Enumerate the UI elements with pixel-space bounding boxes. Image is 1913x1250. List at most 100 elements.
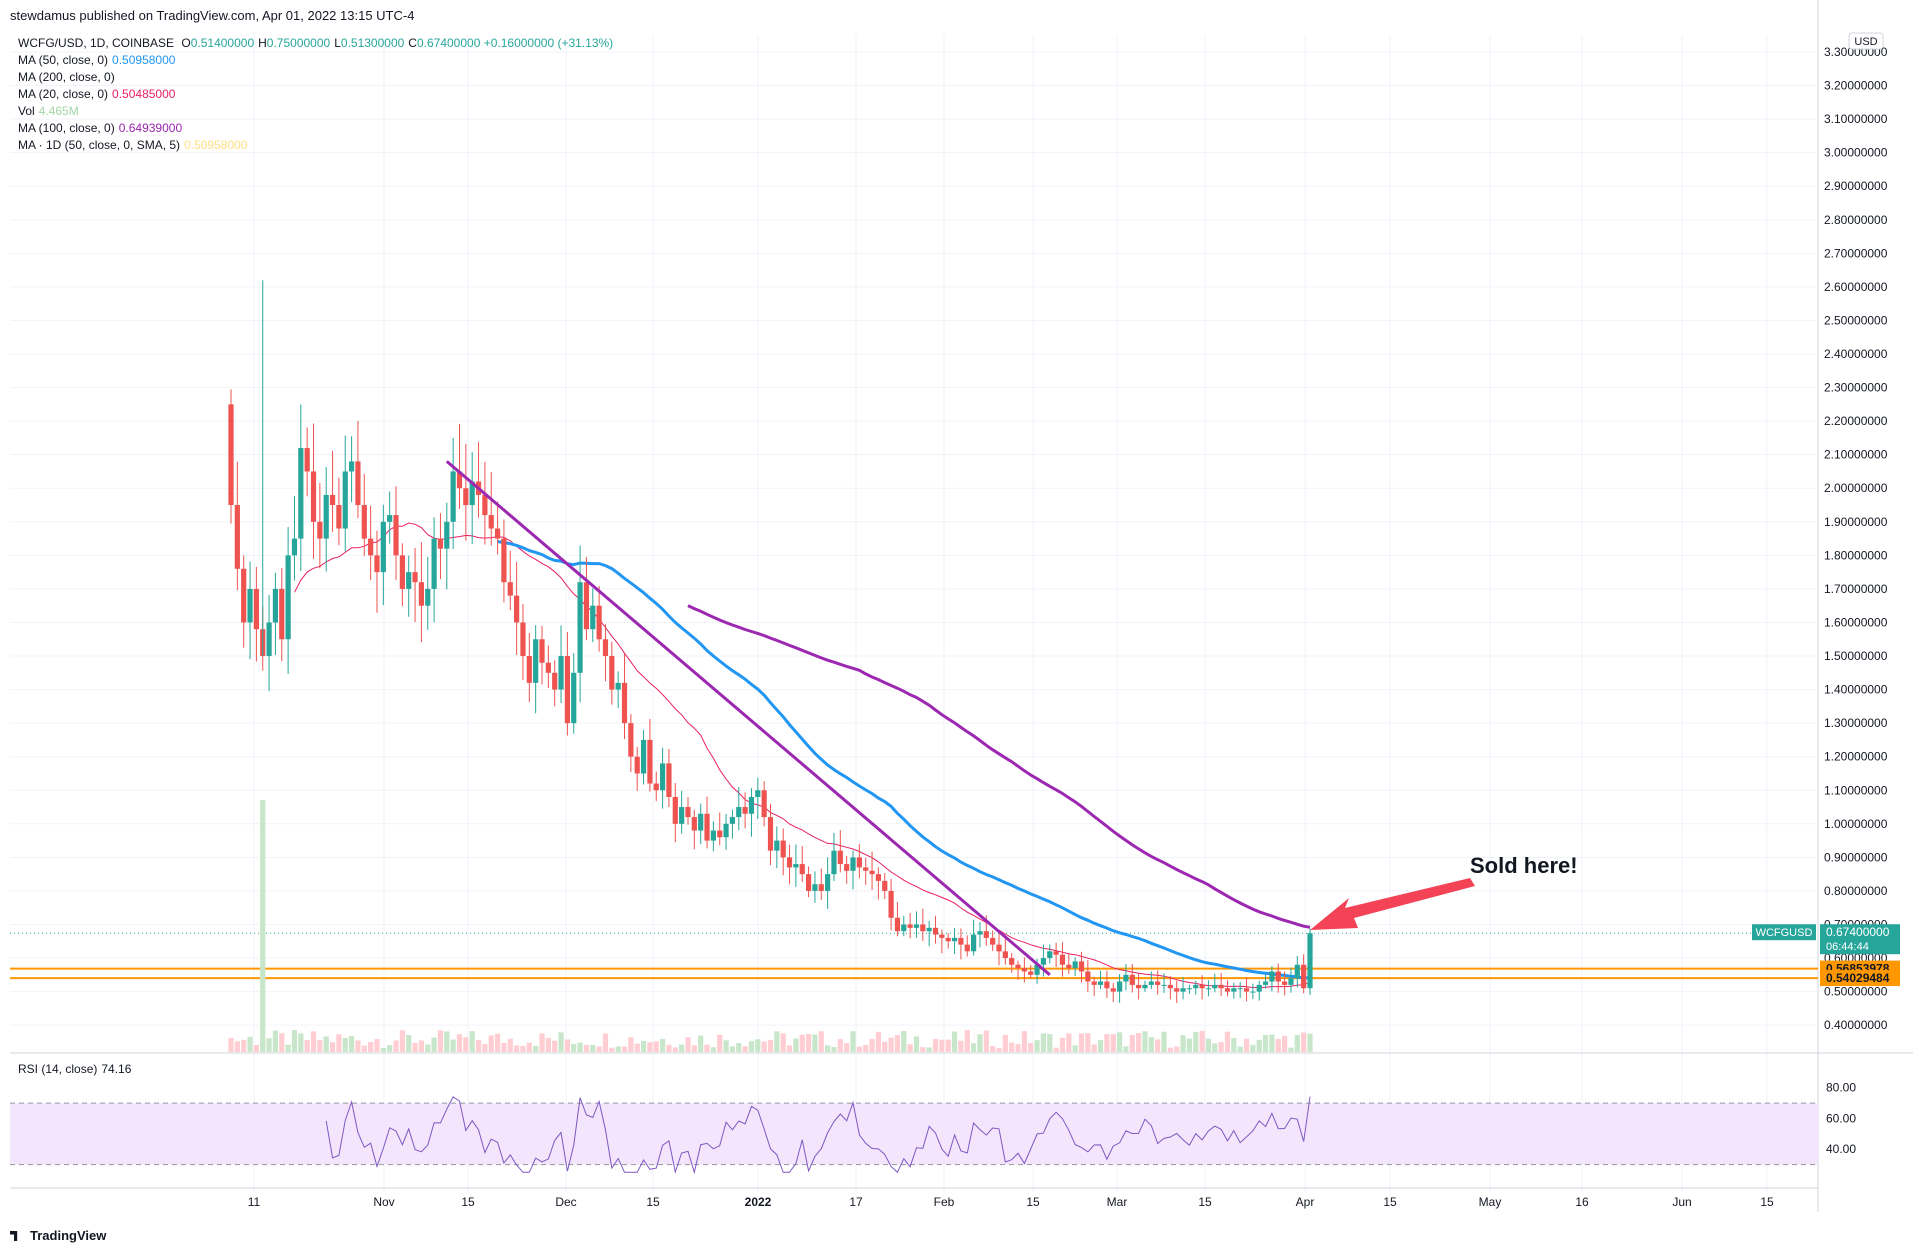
volume-bar: [1231, 1038, 1237, 1052]
volume-bar: [228, 1037, 234, 1052]
price-tick-label: 1.30000000: [1824, 716, 1888, 730]
legend-indicator: MA (200, close, 0): [18, 70, 115, 84]
candle: [767, 817, 774, 851]
candle: [704, 813, 710, 841]
volume-bar: [1301, 1032, 1307, 1052]
candle: [520, 622, 526, 657]
volume-bar: [888, 1037, 894, 1052]
volume-bar: [1091, 1044, 1097, 1052]
candle: [926, 927, 932, 932]
candle: [437, 538, 444, 549]
last-price-value: 0.67400000: [1826, 925, 1890, 939]
support-levels: [10, 932, 1818, 980]
volume-bar: [717, 1034, 723, 1052]
candle: [317, 521, 323, 539]
volume-bar: [996, 1047, 1002, 1052]
volume-bar: [1034, 1040, 1040, 1052]
volume-bar: [1053, 1047, 1059, 1052]
volume-bar: [291, 1030, 298, 1052]
legend-symbol-row: WCFG/USD, 1D, COINBASE O0.51400000 H0.750…: [18, 36, 613, 50]
candle: [514, 595, 520, 623]
candle: [920, 924, 926, 932]
candle: [1231, 988, 1237, 992]
volume-bar: [1047, 1034, 1053, 1052]
candle: [272, 588, 279, 623]
time-tick-label: 15: [1760, 1195, 1774, 1209]
volume-bar: [907, 1044, 913, 1052]
candle: [818, 884, 824, 891]
candle: [602, 639, 609, 657]
volume-bars: [228, 800, 1313, 1052]
volume-bar: [1256, 1039, 1262, 1052]
candle: [964, 944, 970, 952]
candle: [323, 494, 329, 539]
candle: [1066, 964, 1072, 969]
volume-bar: [780, 1033, 786, 1052]
candle: [450, 471, 456, 522]
currency-button[interactable]: [1848, 32, 1884, 50]
volume-bar: [672, 1047, 678, 1052]
candle: [640, 739, 647, 774]
volume-bar: [1072, 1045, 1078, 1052]
volume-bar: [920, 1047, 926, 1052]
candle: [1288, 978, 1294, 985]
candle: [729, 817, 736, 824]
candle: [228, 404, 234, 506]
price-tick-label: 1.50000000: [1824, 649, 1888, 663]
price-tick-label: 2.90000000: [1824, 179, 1888, 193]
volume-bar: [1294, 1035, 1300, 1052]
candle: [850, 857, 856, 871]
volume-bar: [355, 1040, 361, 1052]
candle: [1136, 984, 1142, 989]
time-tick-label: Jun: [1672, 1195, 1691, 1209]
volume-bar: [723, 1040, 729, 1052]
price-tick-label: 3.00000000: [1824, 146, 1888, 160]
volume-bar: [945, 1039, 951, 1052]
candle: [583, 582, 590, 630]
time-tick-label: Apr: [1296, 1195, 1315, 1209]
candle: [387, 515, 393, 522]
volume-bar: [387, 1045, 393, 1052]
volume-bar: [336, 1034, 342, 1052]
time-tick-label: Dec: [555, 1195, 576, 1209]
candle: [672, 796, 678, 824]
candle: [698, 813, 704, 831]
volume-bar: [514, 1045, 520, 1052]
price-tick-label: 1.70000000: [1824, 582, 1888, 596]
legend-change: +0.16000000 (+31.13%): [483, 36, 614, 50]
candle: [310, 471, 317, 522]
volume-bar: [1288, 1047, 1294, 1052]
volume-bar: [558, 1032, 564, 1052]
volume-bar: [704, 1044, 710, 1052]
candle: [805, 874, 812, 891]
volume-bar: [1243, 1038, 1250, 1052]
volume-bar: [786, 1045, 793, 1052]
tradingview-footer[interactable]: TradingView: [10, 1228, 106, 1243]
candle: [1142, 984, 1148, 989]
price-tick-label: 0.50000000: [1824, 985, 1888, 999]
price-tick-label: 1.90000000: [1824, 515, 1888, 529]
symbol-tag: [1752, 924, 1816, 941]
volume-bar: [964, 1030, 970, 1052]
volume-bar: [793, 1038, 799, 1052]
candle: [507, 582, 513, 596]
volume-bar: [875, 1031, 881, 1052]
legend-ohlc: O0.51400000 H0.75000000 L0.51300000 C0.6740…: [177, 36, 480, 50]
volume-bar: [958, 1040, 964, 1052]
candle: [761, 790, 767, 818]
price-tick-label: 0.40000000: [1824, 1018, 1888, 1032]
volume-bar: [507, 1038, 513, 1052]
volume-bar: [596, 1046, 602, 1052]
price-tick-label: 2.00000000: [1824, 481, 1888, 495]
volume-bar: [951, 1031, 958, 1052]
volume-bar: [444, 1031, 450, 1052]
candle: [564, 656, 570, 724]
countdown-timer: 06:44:44: [1826, 941, 1869, 953]
volume-bar: [628, 1037, 634, 1052]
currency-button-label: USD: [1854, 36, 1877, 48]
candle: [393, 515, 399, 556]
price-tick-label: 3.10000000: [1824, 112, 1888, 126]
time-tick-label: 15: [1383, 1195, 1397, 1209]
candle: [774, 840, 780, 851]
